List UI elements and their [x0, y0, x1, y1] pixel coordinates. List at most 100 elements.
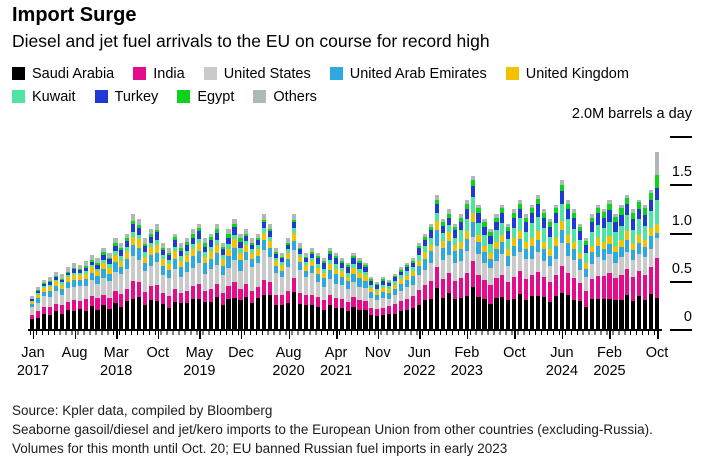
- bar-segment: [488, 268, 493, 286]
- bar-segment: [470, 186, 475, 198]
- bar-segment: [339, 260, 344, 263]
- bar-segment: [160, 250, 166, 256]
- bar-segment: [214, 229, 219, 234]
- bar-segment: [369, 291, 374, 299]
- bar-segment: [107, 273, 112, 281]
- bar-segment: [256, 245, 261, 249]
- bar: [428, 223, 434, 330]
- bar-segment: [387, 286, 392, 290]
- bar-segment: [184, 251, 189, 255]
- bar-segment: [297, 249, 303, 254]
- bar-segment: [321, 309, 326, 330]
- legend-label: United Kingdom: [525, 65, 629, 82]
- bar-segment: [190, 243, 195, 249]
- bar-segment: [160, 275, 166, 293]
- bar-segment: [285, 258, 291, 267]
- bar-segment: [53, 281, 58, 287]
- bar-segment: [583, 253, 588, 264]
- bar: [160, 243, 166, 330]
- bar-segment: [536, 271, 541, 297]
- bar-segment: [65, 277, 70, 283]
- bar-segment: [577, 258, 582, 270]
- bar-segment: [446, 273, 451, 293]
- bar-segment: [643, 225, 648, 240]
- bar-segment: [190, 286, 195, 299]
- bar-segment: [89, 305, 94, 330]
- bar-segment: [149, 228, 154, 234]
- bar-segment: [190, 233, 195, 238]
- bar-segment: [416, 265, 422, 276]
- bar-segment: [357, 277, 362, 287]
- y-axis-unit-label: 2.0M barrels a day: [571, 106, 692, 122]
- x-tick-label: Feb 2025: [593, 345, 626, 379]
- bar-segment: [131, 281, 136, 299]
- bar-segment: [285, 238, 291, 243]
- bar-segment: [351, 263, 356, 268]
- bar-segment: [422, 284, 428, 301]
- bar-segment: [512, 217, 517, 228]
- bar-segment: [190, 248, 195, 257]
- bar-segment: [547, 226, 553, 237]
- bar-segment: [530, 246, 535, 259]
- bar-segment: [470, 286, 475, 330]
- bar-segment: [393, 285, 398, 289]
- bar-segment: [250, 238, 255, 243]
- bar-segment: [274, 294, 279, 306]
- bar-segment: [315, 306, 320, 330]
- bar: [190, 228, 195, 330]
- bar-segment: [434, 266, 439, 289]
- bar-segment: [351, 296, 356, 307]
- bar-segment: [393, 275, 398, 278]
- bar-segment: [387, 314, 392, 330]
- bar-segment: [345, 276, 350, 282]
- bar-segment: [89, 266, 94, 273]
- x-major-tick: [157, 331, 160, 339]
- bar-segment: [649, 248, 654, 268]
- bar-segment: [35, 297, 41, 303]
- bar-segment: [35, 317, 41, 330]
- bar-segment: [101, 294, 106, 306]
- bar-segment: [416, 304, 422, 330]
- bar-segment: [655, 199, 660, 224]
- bar-segment: [399, 267, 404, 270]
- bar-segment: [411, 262, 416, 268]
- bar-segment: [339, 257, 344, 261]
- bar-segment: [428, 245, 434, 252]
- bar-segment: [95, 263, 100, 265]
- bar-segment: [416, 248, 422, 255]
- bar-segment: [333, 255, 338, 259]
- bar-segment: [613, 245, 618, 253]
- bar-segment: [291, 232, 297, 241]
- bar-segment: [107, 268, 112, 274]
- bar-segment: [369, 279, 374, 281]
- bar-segment: [494, 277, 499, 298]
- x-major-tick: [336, 331, 338, 339]
- bar-segment: [595, 213, 600, 225]
- bar-segment: [530, 296, 535, 330]
- bar-segment: [315, 258, 320, 264]
- bar-segment: [482, 222, 487, 227]
- bar-segment: [518, 199, 523, 204]
- bar-segment: [339, 277, 344, 286]
- legend-label: Egypt: [197, 88, 235, 105]
- y-tick-dash: [670, 329, 692, 331]
- bar: [315, 252, 320, 330]
- bar-segment: [268, 248, 273, 257]
- bar-segment: [524, 217, 529, 223]
- bar-segment: [399, 283, 404, 292]
- bar-segment: [476, 253, 481, 275]
- bar-segment: [30, 304, 35, 308]
- legend-row: Kuwait Turkey Egypt Others: [12, 85, 697, 108]
- bar-segment: [190, 256, 195, 269]
- bar-segment: [226, 248, 231, 257]
- bar-segment: [512, 276, 517, 299]
- bar-segment: [327, 263, 332, 271]
- bar-segment: [411, 285, 416, 296]
- bar: [405, 262, 410, 330]
- bar-segment: [506, 249, 511, 256]
- legend-item: Others: [253, 89, 317, 105]
- bar: [649, 190, 654, 330]
- bar: [268, 223, 273, 330]
- bar-segment: [524, 248, 529, 260]
- bar-segment: [149, 246, 154, 256]
